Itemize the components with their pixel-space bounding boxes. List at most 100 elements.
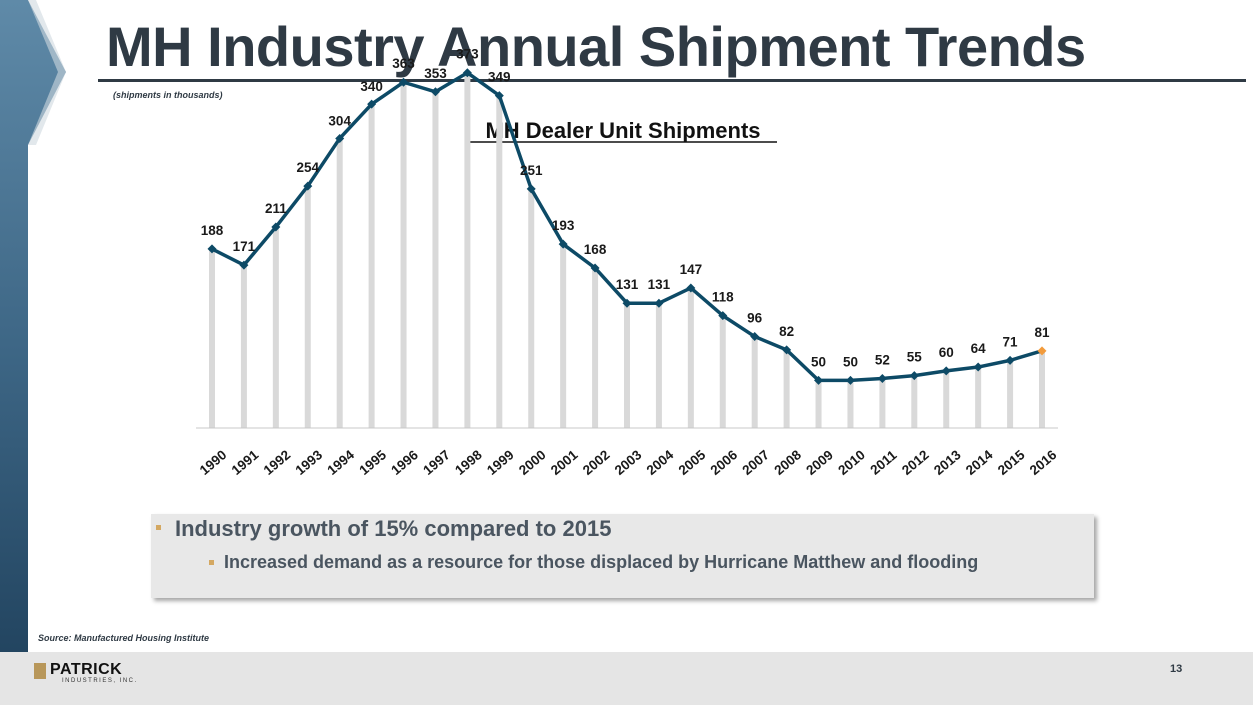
point-2001 [558, 239, 568, 249]
bar-2014 [975, 367, 982, 428]
data-label-2003: 131 [616, 277, 639, 292]
data-label-2011: 52 [875, 352, 890, 367]
data-label-1994: 304 [328, 113, 351, 128]
x-tick-1993: 1993 [293, 447, 326, 478]
data-label-1992: 211 [265, 201, 287, 216]
x-tick-1995: 1995 [356, 447, 389, 478]
x-tick-1991: 1991 [229, 447, 262, 478]
bar-2006 [719, 315, 726, 428]
point-1997 [430, 87, 440, 97]
bar-2016 [1039, 350, 1045, 428]
bar-2008 [783, 349, 790, 428]
point-2007 [750, 332, 760, 342]
data-label-1995: 340 [360, 79, 383, 94]
point-2010 [845, 375, 855, 385]
point-2006 [718, 311, 728, 321]
data-label-2008: 82 [779, 324, 794, 339]
page-title: MH Industry Annual Shipment Trends [106, 15, 1086, 78]
bar-2013 [943, 370, 950, 428]
bullet-sub-text: Increased demand as a resource for those… [224, 552, 979, 572]
data-label-2014: 64 [971, 341, 987, 356]
data-label-2005: 147 [680, 262, 703, 277]
data-label-2015: 71 [1003, 334, 1019, 349]
point-2016 [1037, 346, 1047, 356]
bullet-square-icon [156, 525, 161, 530]
data-label-1991: 171 [233, 239, 256, 254]
bar-1997 [432, 91, 439, 428]
x-tick-1996: 1996 [388, 447, 421, 478]
bar-2009 [815, 380, 822, 428]
data-label-1998: 373 [456, 47, 479, 62]
x-tick-1999: 1999 [484, 447, 517, 478]
bar-2002 [592, 267, 599, 428]
point-2013 [941, 366, 951, 376]
data-label-1996: 363 [392, 56, 415, 71]
point-2014 [973, 362, 983, 372]
x-tick-2016: 2016 [1027, 447, 1060, 478]
data-label-2012: 55 [907, 350, 923, 365]
bar-2007 [751, 336, 758, 428]
bar-1993 [304, 186, 311, 428]
bar-1990 [209, 248, 215, 428]
logo-subtext: INDUSTRIES, INC. [62, 678, 138, 684]
bar-2003 [624, 303, 630, 428]
point-2012 [909, 371, 919, 381]
data-label-2009: 50 [811, 354, 826, 369]
x-tick-2003: 2003 [612, 447, 645, 478]
x-tick-1990: 1990 [197, 447, 230, 478]
bar-1995 [368, 104, 375, 429]
bullet-main: Industry growth of 15% compared to 2015 [156, 516, 612, 542]
x-tick-2015: 2015 [995, 447, 1028, 478]
point-1990 [207, 244, 217, 254]
x-tick-2014: 2014 [963, 447, 996, 478]
x-tick-2010: 2010 [835, 447, 868, 478]
point-1993 [303, 181, 313, 191]
units-note: (shipments in thousands) [113, 90, 223, 100]
data-label-2013: 60 [939, 345, 954, 360]
point-1994 [335, 133, 345, 143]
point-2015 [1005, 355, 1015, 365]
point-2009 [814, 375, 824, 385]
data-label-1990: 188 [201, 223, 224, 238]
point-2003 [622, 298, 632, 308]
data-label-2006: 118 [712, 290, 734, 305]
title-divider [98, 79, 1246, 82]
x-tick-2012: 2012 [899, 447, 932, 478]
x-tick-1994: 1994 [324, 447, 357, 478]
data-label-2004: 131 [648, 277, 671, 292]
chart-title: MH Dealer Unit Shipments [485, 118, 760, 143]
x-tick-2002: 2002 [580, 447, 613, 478]
x-tick-1998: 1998 [452, 447, 485, 478]
data-label-2010: 50 [843, 354, 858, 369]
bar-2005 [687, 287, 694, 428]
x-tick-2001: 2001 [548, 447, 581, 478]
bar-2011 [879, 378, 886, 428]
point-1996 [399, 77, 409, 87]
bar-2000 [528, 188, 535, 428]
bar-2004 [655, 303, 662, 428]
data-label-2007: 96 [747, 311, 763, 326]
point-1998 [462, 68, 472, 78]
x-tick-2007: 2007 [739, 447, 772, 478]
x-tick-2000: 2000 [516, 447, 549, 478]
point-2000 [526, 184, 536, 194]
x-tick-2004: 2004 [644, 447, 677, 478]
patrick-logo: PATRICK INDUSTRIES, INC. [34, 661, 138, 684]
bar-1991 [240, 265, 247, 428]
bar-2015 [1007, 360, 1014, 428]
bullet-main-text: Industry growth of 15% compared to 2015 [175, 516, 612, 541]
point-2008 [782, 345, 792, 355]
data-labels-group: 188 171 211 254 304 340 363 353 373 349 251 193 168 1… [201, 47, 1050, 370]
x-ticks-group: 1990 1991 1992 1993 1994 1995 1996 1997 1998 1999… [197, 447, 1060, 478]
point-2011 [877, 373, 887, 383]
point-1999 [494, 91, 504, 101]
point-1991 [239, 260, 249, 270]
x-tick-2005: 2005 [676, 447, 709, 478]
data-label-2016: 81 [1034, 325, 1050, 340]
bar-1999 [496, 95, 503, 428]
point-1992 [271, 222, 281, 232]
bar-1996 [400, 82, 407, 429]
data-label-1993: 254 [297, 160, 320, 175]
x-tick-2009: 2009 [803, 447, 836, 478]
logo-wordmark: PATRICK [50, 661, 122, 678]
